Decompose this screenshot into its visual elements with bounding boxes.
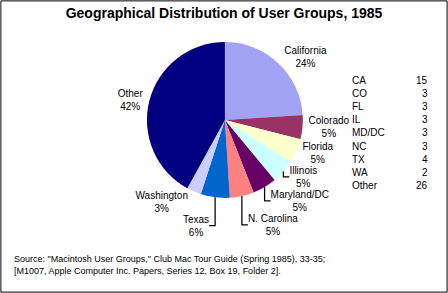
svg-text:NC: NC [352,141,366,152]
svg-text:3: 3 [422,88,428,99]
svg-text:Other42%: Other42% [118,88,144,112]
svg-text:Washington3%: Washington3% [136,190,188,214]
svg-text:26: 26 [416,180,428,191]
svg-text:TX: TX [352,154,365,165]
svg-text:3: 3 [422,114,428,125]
svg-text:3: 3 [422,101,428,112]
svg-text:4: 4 [422,154,428,165]
svg-text:Texas6%: Texas6% [183,214,209,238]
svg-text:CA: CA [352,75,366,86]
svg-text:Other: Other [352,180,378,191]
svg-text:FL: FL [352,101,364,112]
svg-text:Florida5%: Florida5% [302,141,333,165]
svg-text:3: 3 [422,127,428,138]
svg-text:CO: CO [352,88,367,99]
svg-text:2: 2 [422,167,428,178]
svg-text:Illinois5%: Illinois5% [289,165,317,189]
svg-text:3: 3 [422,141,428,152]
svg-text:IL: IL [352,114,361,125]
svg-text:WA: WA [352,167,368,178]
svg-text:N. Carolina5%: N. Carolina5% [248,213,298,237]
svg-text:California24%: California24% [284,45,327,69]
svg-text:Source: "Macintosh User Groups: Source: "Macintosh User Groups," Club Ma… [14,254,325,276]
svg-text:15: 15 [416,75,428,86]
svg-text:Colorado5%: Colorado5% [309,115,350,139]
svg-text:MD/DC: MD/DC [352,127,385,138]
svg-text:Geographical Distribution of U: Geographical Distribution of User Groups… [66,5,383,21]
svg-text:Maryland/DC5%: Maryland/DC5% [271,189,329,213]
